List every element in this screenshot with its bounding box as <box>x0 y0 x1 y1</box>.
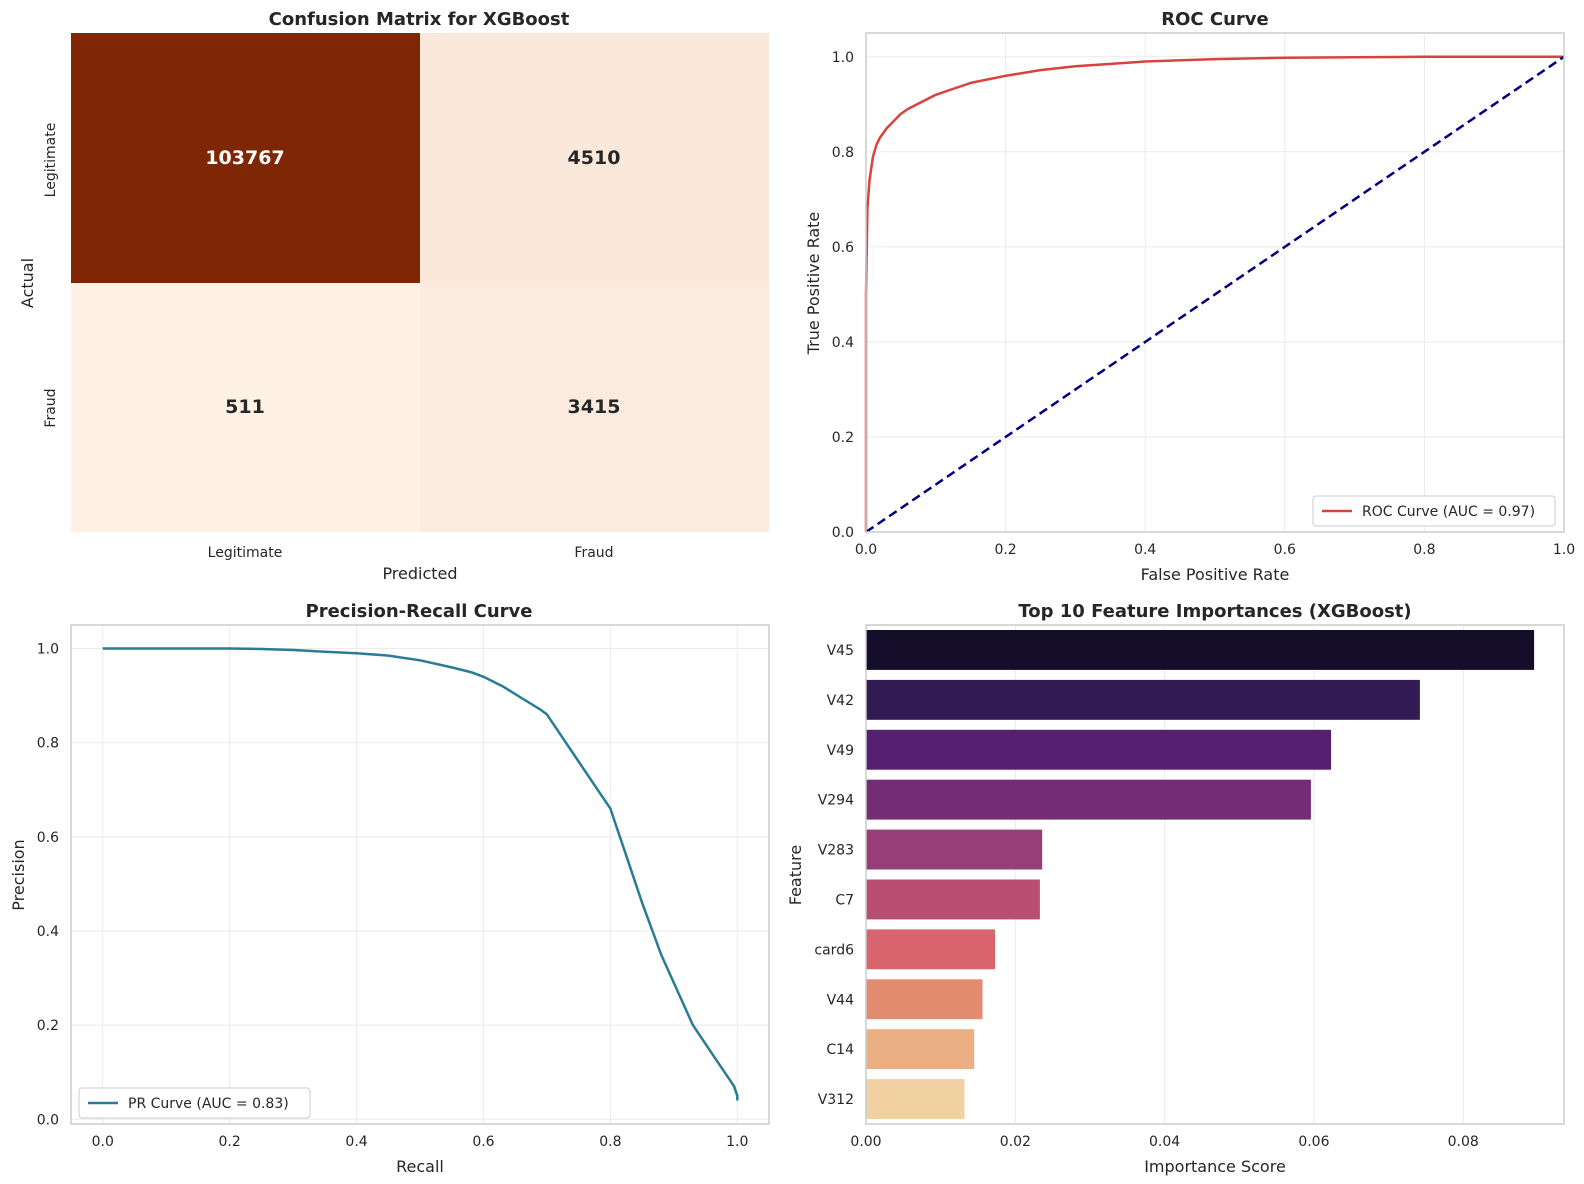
roc-xtick-2: 0.4 <box>1134 542 1156 558</box>
roc-ytick-3: 0.6 <box>832 240 854 256</box>
fi-bar-8 <box>866 1029 975 1070</box>
fi-ytick-5: C7 <box>835 892 854 908</box>
roc-ylabel: True Positive Rate <box>804 212 823 356</box>
roc-xlabel: False Positive Rate <box>1141 565 1290 584</box>
pr-ytick-0: 0.0 <box>37 1112 59 1128</box>
fi-bar-7 <box>866 979 983 1020</box>
pr-xtick-1: 0.2 <box>219 1134 241 1150</box>
pr-legend: PR Curve (AUC = 0.83) <box>78 1087 311 1119</box>
pr-ytick-5: 1.0 <box>37 642 59 658</box>
pr-series-0 <box>102 647 739 1101</box>
pr-ylabel: Precision <box>9 839 28 910</box>
roc-xtick-5: 1.0 <box>1553 542 1575 558</box>
cm-cell-0-0 <box>71 33 420 283</box>
pr-xlabel: Recall <box>396 1157 444 1176</box>
roc-legend-box <box>1312 495 1556 527</box>
pr-panel: Precision-Recall Curve 0.0 0.2 0.4 0.6 0.8 1.… <box>9 601 770 1176</box>
pr-plot-area <box>71 625 769 1124</box>
roc-legend: ROC Curve (AUC = 0.97) <box>1312 495 1556 527</box>
fi-bar-5 <box>866 879 1040 920</box>
pr-ytick-3: 0.6 <box>37 830 59 846</box>
fi-bar-1 <box>866 679 1420 720</box>
fi-bar-3 <box>866 779 1311 820</box>
pr-title: Precision-Recall Curve <box>306 601 533 622</box>
pr-xtick-2: 0.4 <box>345 1134 367 1150</box>
fi-xtick-3: 0.06 <box>1298 1134 1329 1150</box>
roc-legend-label: ROC Curve (AUC = 0.97) <box>1362 504 1535 520</box>
cm-cell-1-1 <box>420 283 769 532</box>
cm-cell-0-1 <box>420 33 769 283</box>
roc-series-0 <box>864 55 1564 532</box>
cm-value-0-0: 103767 <box>205 147 284 169</box>
fi-title: Top 10 Feature Importances (XGBoost) <box>1018 601 1411 622</box>
fi-spine <box>865 624 1565 1125</box>
pr-xtick-4: 0.8 <box>599 1134 621 1150</box>
pr-ticks: 0.0 0.2 0.4 0.6 0.8 1.0 0.0 0.2 0.4 0.6 0.8 1.0 <box>37 642 749 1150</box>
fi-ytick-6: card6 <box>814 942 854 958</box>
roc-series-1 <box>865 55 1565 534</box>
cm-xtick-0: Legitimate <box>208 545 283 561</box>
feature-importance-panel: Top 10 Feature Importances (XGBoost) 0.0… <box>786 601 1565 1176</box>
fi-bars <box>866 630 1535 1119</box>
pr-legend-label: PR Curve (AUC = 0.83) <box>128 1096 289 1112</box>
fi-ytick-7: V44 <box>827 992 854 1008</box>
roc-lines <box>864 55 1565 534</box>
cm-ylabel: Actual <box>18 258 37 308</box>
roc-ytick-1: 0.2 <box>832 430 854 446</box>
fi-ytick-2: V49 <box>827 743 854 759</box>
cm-value-1-1: 3415 <box>568 396 621 418</box>
fi-xtick-1: 0.02 <box>1000 1134 1031 1150</box>
pr-xtick-5: 1.0 <box>726 1134 748 1150</box>
pr-spine <box>70 624 770 1125</box>
roc-xtick-4: 0.8 <box>1413 542 1435 558</box>
roc-xtick-3: 0.6 <box>1274 542 1296 558</box>
fi-bar-0 <box>866 630 1535 670</box>
fi-bar-6 <box>866 929 996 970</box>
cm-cell-1-0 <box>71 283 420 532</box>
fi-xtick-0: 0.00 <box>850 1134 881 1150</box>
cm-ytick-1: Fraud <box>43 388 59 427</box>
fi-xtick-2: 0.04 <box>1149 1134 1180 1150</box>
pr-xtick-3: 0.6 <box>472 1134 494 1150</box>
cm-title: Confusion Matrix for XGBoost <box>269 9 570 30</box>
fi-xlabel: Importance Score <box>1144 1157 1286 1176</box>
pr-ytick-1: 0.2 <box>37 1018 59 1034</box>
roc-plot-area <box>866 33 1564 532</box>
cm-xlabel: Predicted <box>382 564 457 583</box>
fi-ytick-3: V294 <box>818 793 854 809</box>
fi-ylabel: Feature <box>786 845 805 905</box>
fi-ytick-0: V45 <box>827 643 854 659</box>
pr-ytick-4: 0.8 <box>37 736 59 752</box>
fi-ytick-4: V283 <box>818 843 854 859</box>
roc-ytick-2: 0.4 <box>832 335 854 351</box>
cm-value-1-0: 511 <box>225 396 265 418</box>
roc-xtick-1: 0.2 <box>994 542 1016 558</box>
fi-ticks: 0.00 0.02 0.04 0.06 0.08 V45 V42 V49 V294 V283 C7 c… <box>814 643 1478 1150</box>
fi-bar-4 <box>866 829 1043 870</box>
roc-xtick-0: 0.0 <box>855 542 877 558</box>
cm-ytick-0: Legitimate <box>43 123 59 198</box>
pr-ytick-2: 0.4 <box>37 924 59 940</box>
fi-ytick-9: V312 <box>818 1092 854 1108</box>
fi-xtick-4: 0.08 <box>1448 1134 1479 1150</box>
roc-ticks: 0.0 0.2 0.4 0.6 0.8 1.0 0.0 0.2 0.4 0.6 0.8 1.0 <box>832 50 1575 558</box>
roc-spine <box>865 32 1565 533</box>
confusion-matrix-panel: Confusion Matrix for XGBoost 103767 4510… <box>18 9 769 583</box>
cm-xtick-1: Fraud <box>574 545 613 561</box>
fi-ytick-8: C14 <box>826 1042 854 1058</box>
roc-title: ROC Curve <box>1161 9 1268 30</box>
pr-xtick-0: 0.0 <box>92 1134 114 1150</box>
pr-legend-box <box>78 1087 311 1119</box>
roc-ytick-4: 0.8 <box>832 145 854 161</box>
pr-lines <box>102 647 739 1101</box>
roc-panel: ROC Curve 0.0 0.2 0.4 0.6 0.8 1.0 0.0 0.2 0.4 0.6… <box>804 9 1575 584</box>
fi-ytick-1: V42 <box>827 693 854 709</box>
cm-value-0-1: 4510 <box>568 147 621 169</box>
fi-bar-2 <box>866 729 1332 770</box>
roc-ytick-5: 1.0 <box>832 50 854 66</box>
fi-bar-9 <box>866 1079 965 1119</box>
roc-ytick-0: 0.0 <box>832 525 854 541</box>
